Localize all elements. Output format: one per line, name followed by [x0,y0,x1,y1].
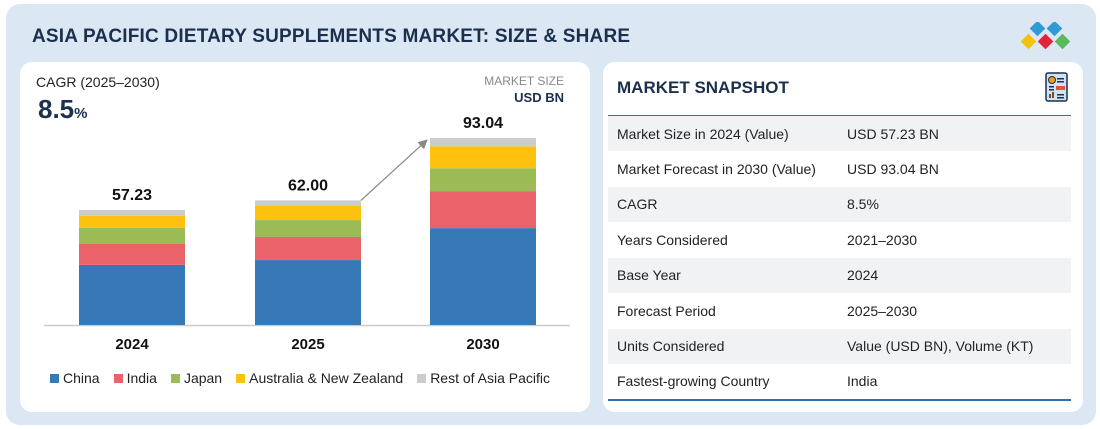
chart-legend: China India Japan Australia & New Zealand Re… [50,370,550,386]
x-tick-label: 2025 [291,336,324,353]
table-row: Market Forecast in 2030 (Value) USD 93.04… [608,151,1071,187]
bar-segment-china [79,264,185,325]
bar-segment-japan [79,227,185,244]
bar-total-label: 93.04 [463,115,503,132]
cagr-label: CAGR (2025–2030) [36,74,160,90]
row-label: Units Considered [608,328,838,364]
legend-label: Australia & New Zealand [249,370,404,386]
table-row: Units Considered Value (USD BN), Volume (… [608,328,1071,364]
bar-segment-australia-new-zealand [430,146,536,169]
legend-label: India [126,370,157,386]
table-row: Fastest-growing Country India [608,364,1071,400]
page-title: ASIA PACIFIC DIETARY SUPPLEMENTS MARKET:… [32,26,631,47]
legend-item: Japan [170,370,223,386]
table-row: Base Year 2024 [608,257,1071,293]
snapshot-title: MARKET SNAPSHOT [617,78,789,97]
chart-panel: CAGR (2025–2030) 8.5% MARKET SIZE USD BN … [20,62,590,412]
row-label: Market Forecast in 2030 (Value) [617,160,816,177]
row-value: Value (USD BN), Volume (KT) [838,328,1071,364]
bar-segment-rest-of-asia-pacific [255,200,361,207]
row-label: Market Size in 2024 (Value) [608,115,838,151]
row-label: Years Considered [617,231,728,248]
growth-arrow-icon [360,139,428,201]
snapshot-panel: MARKET SNAPSHOT Market Size in 2024 (Val… [603,62,1083,412]
table-row: Years Considered 2021–2030 [608,222,1071,258]
table-row: CAGR 8.5% [608,186,1071,222]
bar-total-label: 57.23 [112,187,152,204]
market-size-label: MARKET SIZE USD BN [484,74,564,105]
infographic: ASIA PACIFIC DIETARY SUPPLEMENTS MARKET:… [6,4,1096,425]
legend-label: Japan [183,370,223,386]
row-value: 2025–2030 [847,302,918,319]
row-value: USD 93.04 BN [847,160,939,177]
legend-swatch [417,373,427,383]
bar-segment-australia-new-zealand [79,215,185,228]
row-value: 2024 [838,257,1071,293]
bar-segment-india [255,236,361,261]
bar-total-label: 62.00 [288,177,328,194]
row-label: Fastest-growing Country [617,373,770,390]
bar-segment-rest-of-asia-pacific [79,209,185,216]
stacked-bar-chart: 57.23 2024 62.00 2025 93.04 2030 [44,115,570,353]
legend-item: Australia & New Zealand [236,370,403,386]
bar-segment-rest-of-asia-pacific [430,137,536,147]
row-label: Base Year [608,257,838,293]
bar-segment-india [79,243,185,265]
x-tick-label: 2024 [115,336,149,353]
x-tick-label: 2030 [466,336,499,353]
report-document-icon [1045,72,1068,102]
legend-item: China [50,370,100,386]
bar-segment-japan [430,168,536,192]
table-row: Forecast Period 2025–2030 [608,293,1071,329]
bar-segment-china [430,228,536,325]
row-value: India [847,373,878,390]
bar-segment-australia-new-zealand [255,206,361,221]
brand-logo-icon [1020,22,1071,50]
bar-segment-india [430,191,536,229]
cagr-value: 8.5% [38,94,88,124]
legend-swatch [113,373,123,383]
row-label: CAGR [608,186,838,222]
row-value: 8.5% [838,186,1071,222]
snapshot-table: Market Size in 2024 (Value) USD 57.23 BN M… [608,115,1071,401]
row-value: USD 57.23 BN [838,115,1071,151]
legend-swatch [236,373,246,383]
legend-label: China [63,370,100,386]
table-row: Market Size in 2024 (Value) USD 57.23 BN [608,115,1071,151]
bar-segment-japan [255,220,361,237]
row-value: 2021–2030 [847,231,918,248]
legend-label: Rest of Asia Pacific [430,370,551,386]
legend-swatch [50,373,59,383]
row-label: Forecast Period [617,302,716,319]
legend-item: India [113,370,157,386]
legend-item: Rest of Asia Pacific [417,370,550,386]
legend-swatch [170,373,180,383]
bar-segment-china [255,260,361,325]
